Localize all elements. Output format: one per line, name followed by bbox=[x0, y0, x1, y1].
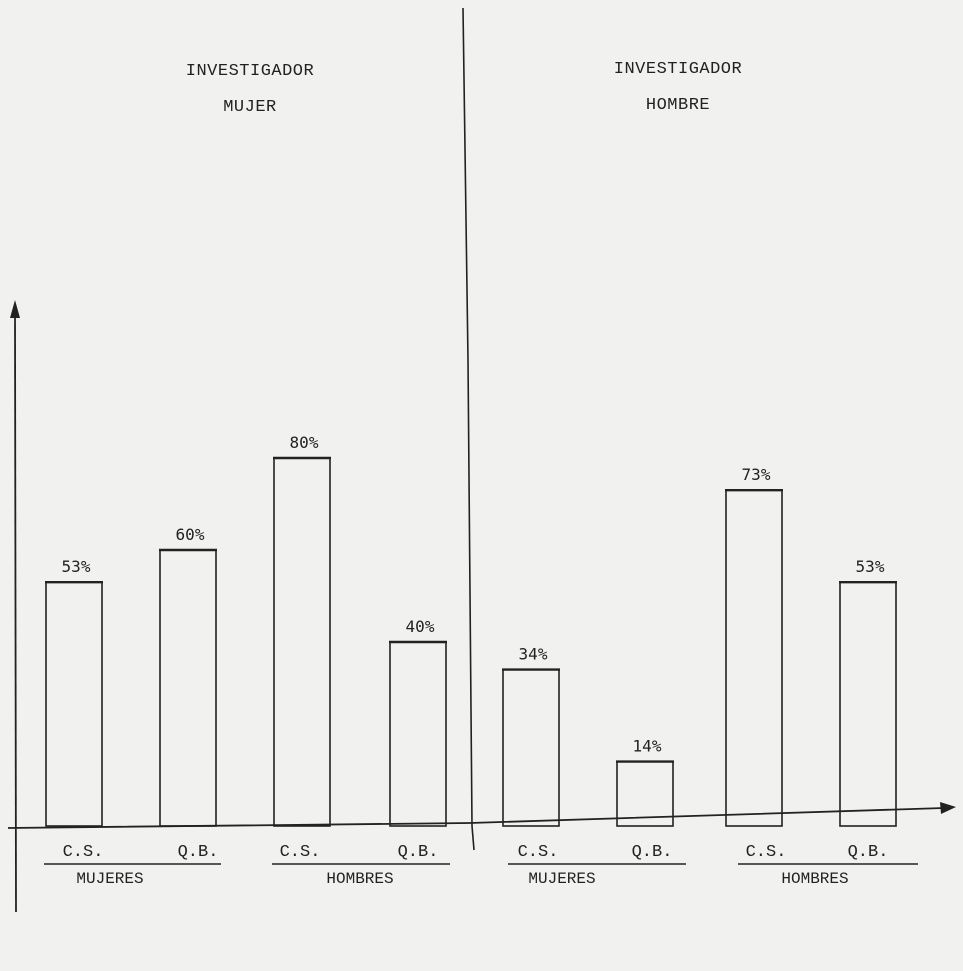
bar-right-1 bbox=[502, 668, 560, 827]
category-label: Q.B. bbox=[398, 843, 439, 862]
value-label: 60% bbox=[176, 525, 205, 544]
y-axis-arrowhead bbox=[10, 300, 20, 318]
value-label: 80% bbox=[290, 433, 319, 452]
y-axis bbox=[14, 311, 17, 913]
bar-left-1 bbox=[45, 581, 103, 827]
x-axis-arrowhead bbox=[940, 802, 956, 814]
x-axis bbox=[7, 807, 945, 829]
bar-left-2 bbox=[159, 549, 217, 827]
value-label: 34% bbox=[519, 645, 548, 664]
bar-right-4 bbox=[839, 581, 897, 827]
group-label: HOMBRES bbox=[326, 870, 393, 888]
category-label: C.S. bbox=[63, 843, 104, 862]
value-label: 40% bbox=[406, 617, 435, 636]
bar-right-3 bbox=[725, 489, 783, 827]
panel-divider bbox=[462, 7, 475, 851]
value-label: 14% bbox=[633, 737, 662, 756]
category-label: Q.B. bbox=[632, 843, 673, 862]
panel-right-title-line2: HOMBRE bbox=[645, 96, 711, 115]
value-label: 53% bbox=[856, 557, 885, 576]
category-label: Q.B. bbox=[178, 843, 219, 862]
value-label: 73% bbox=[742, 465, 771, 484]
bar-left-3 bbox=[273, 457, 331, 827]
group-label: MUJERES bbox=[76, 870, 143, 888]
category-label: C.S. bbox=[746, 843, 787, 862]
category-label: Q.B. bbox=[848, 843, 889, 862]
category-label: C.S. bbox=[518, 843, 559, 862]
group-label: MUJERES bbox=[528, 870, 595, 888]
panel-left-title-line1: INVESTIGADOR bbox=[185, 62, 315, 81]
panel-left-title-line2: MUJER bbox=[223, 98, 277, 117]
value-label: 53% bbox=[62, 557, 91, 576]
group-label: HOMBRES bbox=[781, 870, 848, 888]
bar-left-4 bbox=[389, 641, 447, 827]
category-label: C.S. bbox=[280, 843, 321, 862]
panel-right-title-line1: INVESTIGADOR bbox=[613, 60, 743, 79]
